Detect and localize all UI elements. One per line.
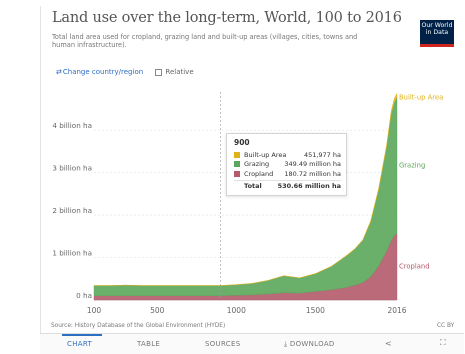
tooltip-name-cropland: Cropland [244, 169, 274, 178]
tooltip-swatch-builtup [234, 151, 240, 158]
license-label[interactable]: CC BY [437, 323, 455, 329]
tab-sources-label: SOURCES [205, 340, 241, 348]
relative-checkbox[interactable] [155, 68, 163, 76]
x-tick-label: 1500 [306, 306, 325, 315]
tab-chart[interactable]: CHART [62, 334, 102, 348]
relative-toggle[interactable]: Relative [155, 68, 194, 76]
tooltip-year: 900 [234, 138, 250, 147]
tooltip-name-builtup: Built-up Area [244, 150, 287, 159]
chart-subtitle: Total land area used for cropland, grazi… [52, 33, 358, 50]
change-country-button[interactable]: ⇄Change country/region [56, 68, 143, 76]
tooltip-value-cropland: 180.72 million ha [284, 169, 341, 178]
tab-sources[interactable]: SOURCES [205, 340, 240, 348]
x-tick-label: 500 [150, 306, 165, 315]
end-label-cropland: Cropland [399, 263, 430, 271]
chart-title: Land use over the long-term, World, 100 … [52, 10, 402, 26]
area-grazing [93, 96, 398, 296]
swap-icon: ⇄ [56, 68, 62, 76]
y-tick-label: 4 billion ha [52, 121, 92, 130]
x-tick-label: 1000 [227, 306, 246, 315]
y-tick-label: 3 billion ha [52, 164, 92, 173]
y-tick-label: 2 billion ha [52, 206, 92, 215]
chart-controls: ⇄Change country/region Relative [56, 68, 194, 76]
x-tick-label: 2016 [387, 306, 406, 315]
end-label-grazing: Grazing [399, 161, 425, 169]
tooltip-row-builtup: Built-up Area 451,977 ha [234, 150, 341, 160]
logo-line-2: in Data [425, 29, 449, 37]
share-icon: < [385, 339, 393, 348]
tooltip-total-label: Total [244, 182, 262, 191]
y-tick-label: 0 ha [76, 291, 92, 300]
tooltip-row-cropland: Cropland 180.72 million ha [234, 169, 341, 179]
expand-icon: ⛶ [440, 338, 446, 347]
relative-label: Relative [165, 68, 194, 76]
fullscreen-button[interactable]: ⛶ [440, 338, 446, 348]
tab-table-label: TABLE [137, 340, 161, 348]
logo-accent-bar [420, 44, 454, 47]
tooltip-swatch-cropland [234, 170, 240, 177]
end-label-built-up-area: Built-up Area [399, 93, 443, 101]
share-button[interactable]: < [385, 339, 392, 348]
y-tick-label: 1 billion ha [52, 249, 92, 258]
tooltip-value-grazing: 349.49 million ha [284, 160, 341, 169]
x-tick-label: 100 [87, 306, 102, 315]
tab-download[interactable]: ⤓ DOWNLOAD [284, 340, 335, 349]
area-built-up-area [94, 93, 398, 286]
active-tab-underline [62, 334, 102, 336]
owid-logo[interactable]: Our World in Data [420, 20, 454, 45]
tooltip-swatch-grazing [234, 161, 240, 168]
change-country-label: Change country/region [62, 68, 144, 76]
logo-line-1: Our World [421, 22, 453, 29]
tooltip-name-grazing: Grazing [244, 160, 270, 169]
source-note[interactable]: Source: History Database of the Global E… [51, 323, 226, 329]
tooltip-value-builtup: 451,977 ha [303, 150, 341, 159]
tab-chart-label: CHART [67, 340, 93, 348]
tab-table[interactable]: TABLE [137, 340, 160, 348]
tab-bar: CHART TABLE SOURCES ⤓ DOWNLOAD < ⛶ [40, 333, 464, 354]
tooltip-row-total: Total 530.66 million ha [234, 179, 341, 192]
tab-download-label: DOWNLOAD [289, 340, 335, 348]
download-icon: ⤓ [284, 340, 290, 348]
tooltip-total-value: 530.66 million ha [277, 182, 341, 191]
hover-tooltip: 900 Built-up Area 451,977 ha Grazing 349… [226, 133, 347, 196]
tooltip-row-grazing: Grazing 349.49 million ha [234, 160, 341, 170]
